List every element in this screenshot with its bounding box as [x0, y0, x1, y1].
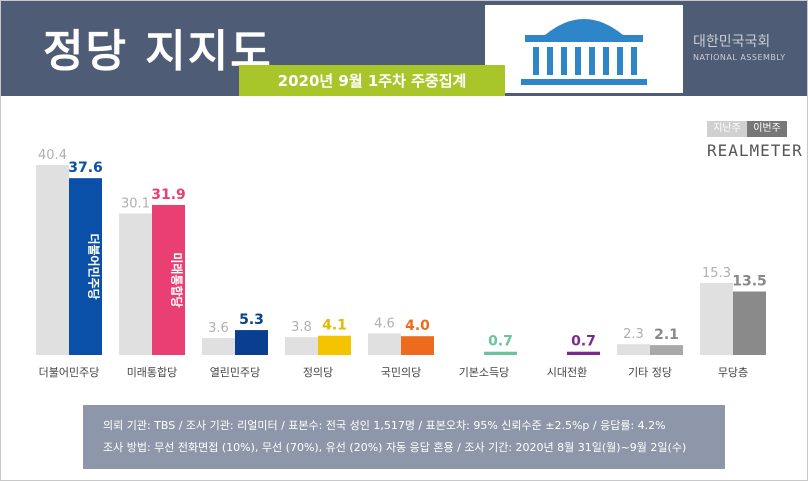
bar-curr-5 [484, 351, 517, 355]
legend-this-week: 이번주 [747, 121, 787, 137]
survey-footer: 의뢰 기관: TBS / 조사 기관: 리얼미터 / 표본수: 전국 성인 1,… [83, 405, 725, 469]
label-prev-8: 15.3 [702, 266, 731, 281]
bar-prev-0 [36, 165, 69, 355]
bar-chart: 40.437.6더불어민주당더불어민주당30.131.9미래통합당미래통합당3.… [36, 148, 767, 379]
page-title: 정당 지지도 [43, 26, 273, 77]
category-label-8: 무당층 [718, 366, 748, 379]
national-assembly-logo [485, 5, 683, 93]
label-prev-4: 4.6 [374, 316, 395, 331]
bar-curr-6 [567, 351, 600, 355]
label-curr-3: 4.1 [322, 318, 347, 334]
bar-prev-3 [285, 337, 318, 355]
bar-prev-4 [368, 333, 401, 355]
realmeter-brand: REALMETER [707, 141, 803, 160]
bar-curr-0 [69, 178, 102, 355]
label-curr-7: 2.1 [654, 327, 679, 343]
label-prev-1: 30.1 [121, 196, 150, 211]
label-prev-7: 2.3 [623, 327, 644, 342]
bar-prev-7 [617, 344, 650, 355]
label-curr-0: 37.6 [68, 160, 103, 176]
bar-text-1: 미래통합당 [170, 252, 185, 307]
assembly-building-icon [521, 19, 647, 85]
logo-name: 대한민국국회 [693, 34, 771, 50]
bar-curr-4 [401, 336, 434, 355]
label-prev-0: 40.4 [38, 148, 67, 163]
label-curr-1: 31.9 [151, 187, 186, 203]
bar-prev-2 [202, 338, 235, 355]
category-label-5: 기본소득당 [459, 366, 510, 379]
logo-band [683, 5, 807, 93]
bar-curr-3 [318, 335, 351, 355]
subtitle: 2020년 9월 1주차 주중집계 [239, 65, 505, 96]
label-prev-2: 3.6 [208, 321, 229, 336]
label-curr-5: 0.7 [488, 334, 513, 350]
category-label-1: 미래통합당 [127, 366, 178, 379]
logo-english-name: NATIONAL ASSEMBLY [693, 53, 786, 62]
category-label-6: 시대전환 [547, 366, 587, 379]
label-curr-2: 5.3 [239, 312, 264, 328]
category-label-4: 국민의당 [381, 366, 421, 379]
category-label-7: 기타 정당 [628, 366, 672, 379]
label-prev-3: 3.8 [291, 320, 312, 335]
footer-line-1: 의뢰 기관: TBS / 조사 기관: 리얼미터 / 표본수: 전국 성인 1,… [103, 419, 666, 432]
category-label-3: 정의당 [303, 366, 333, 379]
label-curr-6: 0.7 [571, 334, 596, 350]
bar-curr-7 [650, 345, 683, 355]
legend-prev-week: 지난주 [707, 121, 747, 137]
bar-prev-8 [700, 283, 733, 355]
bar-text-0: 더불어민주당 [87, 233, 102, 299]
label-curr-4: 4.0 [405, 318, 430, 334]
category-label-0: 더불어민주당 [39, 366, 100, 379]
category-label-2: 열린민주당 [210, 366, 261, 379]
footer-line-2: 조사 방법: 무선 전화면접 (10%), 무선 (70%), 유선 (20%)… [103, 441, 687, 454]
bar-curr-1 [152, 204, 185, 355]
label-curr-8: 13.5 [732, 274, 767, 290]
bar-curr-2 [235, 330, 268, 355]
bar-prev-1 [119, 213, 152, 355]
bar-curr-8 [733, 291, 766, 355]
